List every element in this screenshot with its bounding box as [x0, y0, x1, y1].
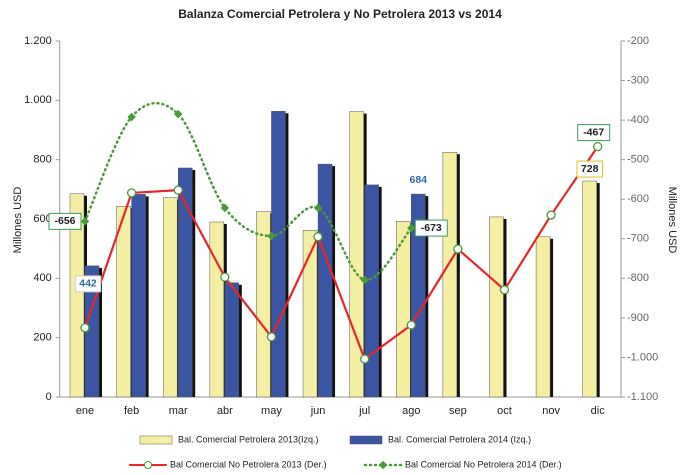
y2-tick-label: -1.100	[627, 391, 658, 403]
point	[360, 275, 369, 285]
bar	[131, 194, 146, 398]
point	[220, 203, 230, 213]
point	[313, 232, 323, 242]
x-tick-label: jul	[358, 405, 370, 417]
bar	[177, 167, 193, 398]
chart-title: Balanza Comercial Petrolera y No Petrole…	[178, 7, 502, 21]
x-tick-label: jun	[310, 405, 326, 417]
data-label-box	[576, 160, 603, 178]
y2-tick-label: -500	[627, 154, 649, 166]
bar	[209, 221, 225, 398]
legend-swatch	[139, 435, 173, 445]
point	[267, 231, 276, 241]
bar	[396, 221, 411, 398]
bar	[224, 282, 240, 398]
line	[83, 145, 599, 361]
bar	[317, 163, 333, 398]
y-tick-label: 600	[33, 213, 51, 225]
data-label-box	[577, 124, 611, 142]
x-tick-label: feb	[124, 405, 139, 417]
point	[80, 217, 90, 226]
bar	[364, 184, 379, 398]
x-tick-label: abr	[217, 405, 233, 417]
point	[220, 272, 230, 282]
y2-tick-label: -600	[627, 193, 649, 205]
y-tick-label: 200	[33, 332, 51, 344]
data-label-box	[74, 275, 102, 293]
y2-tick-label: -1.000	[627, 351, 658, 363]
point	[499, 285, 510, 295]
bar	[302, 230, 318, 398]
bar	[162, 197, 178, 398]
y2-tick-label: -800	[627, 272, 649, 284]
point	[266, 332, 277, 342]
point	[593, 141, 603, 152]
point	[407, 223, 416, 233]
y2-tick-label: -300	[627, 74, 649, 86]
x-tick-label: sep	[449, 405, 467, 417]
y2-tick-label: -400	[627, 114, 649, 126]
point	[360, 354, 370, 364]
y-tick-label: 800	[33, 154, 51, 166]
point	[453, 244, 463, 254]
x-tick-label: may	[261, 405, 282, 417]
point	[127, 112, 136, 122]
legend-swatch	[349, 435, 383, 445]
y-axis-label: Millones USD	[12, 187, 24, 254]
bar	[489, 216, 504, 398]
point	[173, 109, 183, 119]
legend-label: Bal. Comercial Petrolera 2014 (Izq.)	[388, 434, 531, 444]
x-tick-label: dic	[591, 405, 606, 417]
data-label-box	[414, 219, 448, 237]
legend-label: Bal Comercial No Petrolera 2013 (Der.)	[170, 459, 327, 469]
x-tick-label: ene	[76, 405, 94, 417]
point	[406, 320, 416, 330]
data-label: -656	[54, 215, 75, 227]
data-label: -673	[421, 222, 442, 234]
y-tick-label: 1.000	[24, 94, 52, 106]
y-tick-label: 0	[46, 391, 52, 403]
x-tick-label: ago	[402, 405, 420, 417]
legend-marker	[378, 460, 388, 470]
bar	[349, 111, 364, 398]
y2-tick-label: -900	[627, 312, 649, 324]
point	[173, 185, 183, 195]
point	[126, 188, 137, 198]
data-label: 442	[79, 278, 97, 290]
bar	[442, 152, 458, 398]
x-tick-label: mar	[169, 405, 188, 417]
y2-tick-label: -700	[627, 233, 649, 245]
point	[313, 203, 323, 213]
bar	[411, 193, 426, 398]
y-tick-label: 1.200	[24, 35, 52, 47]
data-label-box	[48, 212, 82, 230]
bar	[116, 205, 131, 398]
legend-marker	[144, 461, 152, 469]
x-tick-label: nov	[542, 405, 560, 417]
bar	[256, 211, 271, 398]
y-tick-label: 400	[33, 272, 51, 284]
legend-label: Bal Comercial No Petrolera 2014 (Der.)	[405, 459, 562, 469]
bar	[582, 180, 597, 398]
point	[80, 323, 90, 333]
bar	[69, 193, 85, 398]
bar	[271, 111, 286, 398]
bar	[535, 236, 551, 398]
x-tick-label: oct	[497, 405, 512, 417]
legend-label: Bal. Comercial Petrolera 2013(Izq.)	[178, 434, 319, 444]
data-label: -467	[583, 126, 604, 138]
data-label: 728	[581, 163, 599, 175]
y2-tick-label: -200	[627, 35, 649, 47]
data-label: 684	[409, 174, 427, 186]
point	[546, 210, 556, 220]
y2-axis-label: Millones USD	[666, 187, 678, 254]
